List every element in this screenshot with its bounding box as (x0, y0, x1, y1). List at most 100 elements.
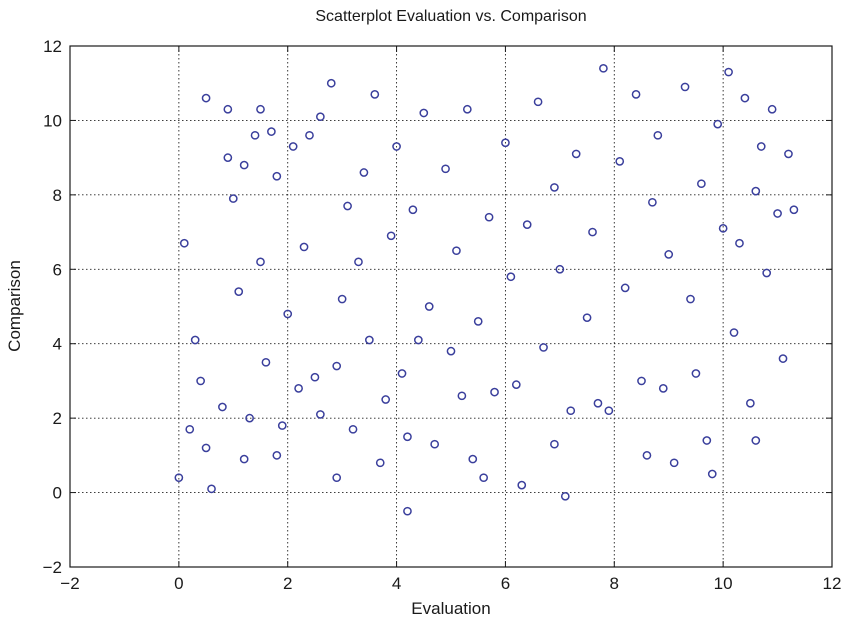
axis-ticks (69, 45, 833, 568)
data-point (403, 506, 412, 516)
data-point (196, 376, 205, 386)
data-point (446, 346, 456, 356)
data-point (272, 171, 282, 181)
data-point (550, 439, 559, 449)
data-point (283, 309, 293, 319)
data-point (756, 142, 766, 151)
data-point (490, 387, 499, 397)
data-point (185, 424, 195, 434)
data-point (201, 93, 211, 103)
data-point (697, 179, 706, 189)
data-point (288, 142, 298, 151)
data-point (386, 231, 396, 241)
data-point (239, 454, 249, 464)
data-point (522, 220, 532, 229)
data-point (691, 369, 701, 378)
data-point (620, 283, 630, 293)
x-tick-label: 4 (392, 574, 401, 593)
data-point (773, 209, 782, 218)
data-point (272, 451, 282, 460)
data-point (332, 473, 342, 483)
data-point (724, 67, 733, 77)
data-point (762, 268, 772, 278)
data-point (419, 108, 429, 118)
data-point (767, 104, 777, 114)
data-point (190, 335, 200, 345)
data-point (343, 201, 352, 211)
data-point (201, 443, 211, 453)
data-point (223, 153, 233, 162)
x-tick-label: 8 (610, 574, 619, 593)
grid-lines (70, 46, 832, 567)
x-tick-label: −2 (60, 574, 79, 593)
data-point (468, 454, 478, 464)
data-point (637, 376, 646, 386)
data-point (267, 127, 276, 136)
y-tick-label: 2 (53, 409, 62, 428)
data-point (457, 391, 467, 401)
data-point (784, 149, 793, 159)
y-tick-label: 12 (43, 37, 62, 56)
data-point (506, 272, 516, 282)
data-point (408, 205, 418, 215)
data-point (174, 473, 184, 483)
data-point (392, 142, 401, 151)
y-tick-label: −2 (43, 558, 62, 577)
data-point (250, 130, 260, 140)
data-point (337, 294, 347, 304)
data-point (305, 130, 314, 140)
data-point (751, 186, 761, 196)
chart-title: Scatterplot Evaluation vs. Comparison (315, 8, 586, 25)
data-point (348, 424, 358, 434)
x-tick-label: 0 (174, 574, 183, 593)
x-tick-label: 6 (501, 574, 510, 593)
data-point (582, 313, 592, 323)
data-point (729, 328, 739, 337)
data-point (375, 458, 385, 468)
data-point (223, 104, 233, 114)
data-point (707, 469, 717, 479)
data-point (789, 205, 799, 215)
data-point (316, 112, 325, 122)
data-point (593, 398, 603, 408)
data-point (218, 402, 227, 412)
data-point (381, 395, 391, 404)
data-point (261, 357, 271, 367)
x-tick-label: 2 (283, 574, 292, 593)
data-point (555, 264, 565, 274)
y-tick-label: 4 (53, 335, 62, 354)
data-point (452, 246, 461, 256)
plot-frame (69, 45, 833, 568)
y-tick-label: 0 (53, 484, 62, 503)
data-point (599, 63, 608, 73)
y-tick-label: 6 (53, 260, 62, 279)
data-point (316, 410, 325, 419)
data-point (539, 343, 548, 352)
data-point (740, 93, 750, 103)
data-point (207, 484, 216, 494)
data-point (550, 183, 559, 192)
y-axis-label: Comparison (5, 260, 24, 352)
data-point (642, 451, 652, 460)
x-tick-labels: −2 0 2 4 6 8 10 12 (60, 574, 841, 593)
data-point (718, 224, 728, 233)
data-point (501, 138, 510, 148)
data-point (686, 294, 695, 304)
data-point (473, 317, 483, 326)
data-point (403, 432, 412, 442)
data-point (615, 157, 625, 166)
data-point (179, 238, 189, 248)
data-point (326, 78, 336, 88)
data-point (484, 212, 494, 222)
y-tick-label: 8 (53, 186, 62, 205)
data-point (430, 439, 440, 449)
data-point (310, 372, 320, 382)
data-point (239, 160, 249, 170)
y-tick-labels: 12 10 8 6 4 2 0 −2 (43, 37, 62, 577)
data-point (245, 413, 254, 423)
data-point (277, 421, 287, 430)
data-point (256, 104, 265, 114)
data-point (370, 90, 380, 99)
data-point (413, 335, 423, 345)
x-tick-label: 10 (714, 574, 733, 593)
